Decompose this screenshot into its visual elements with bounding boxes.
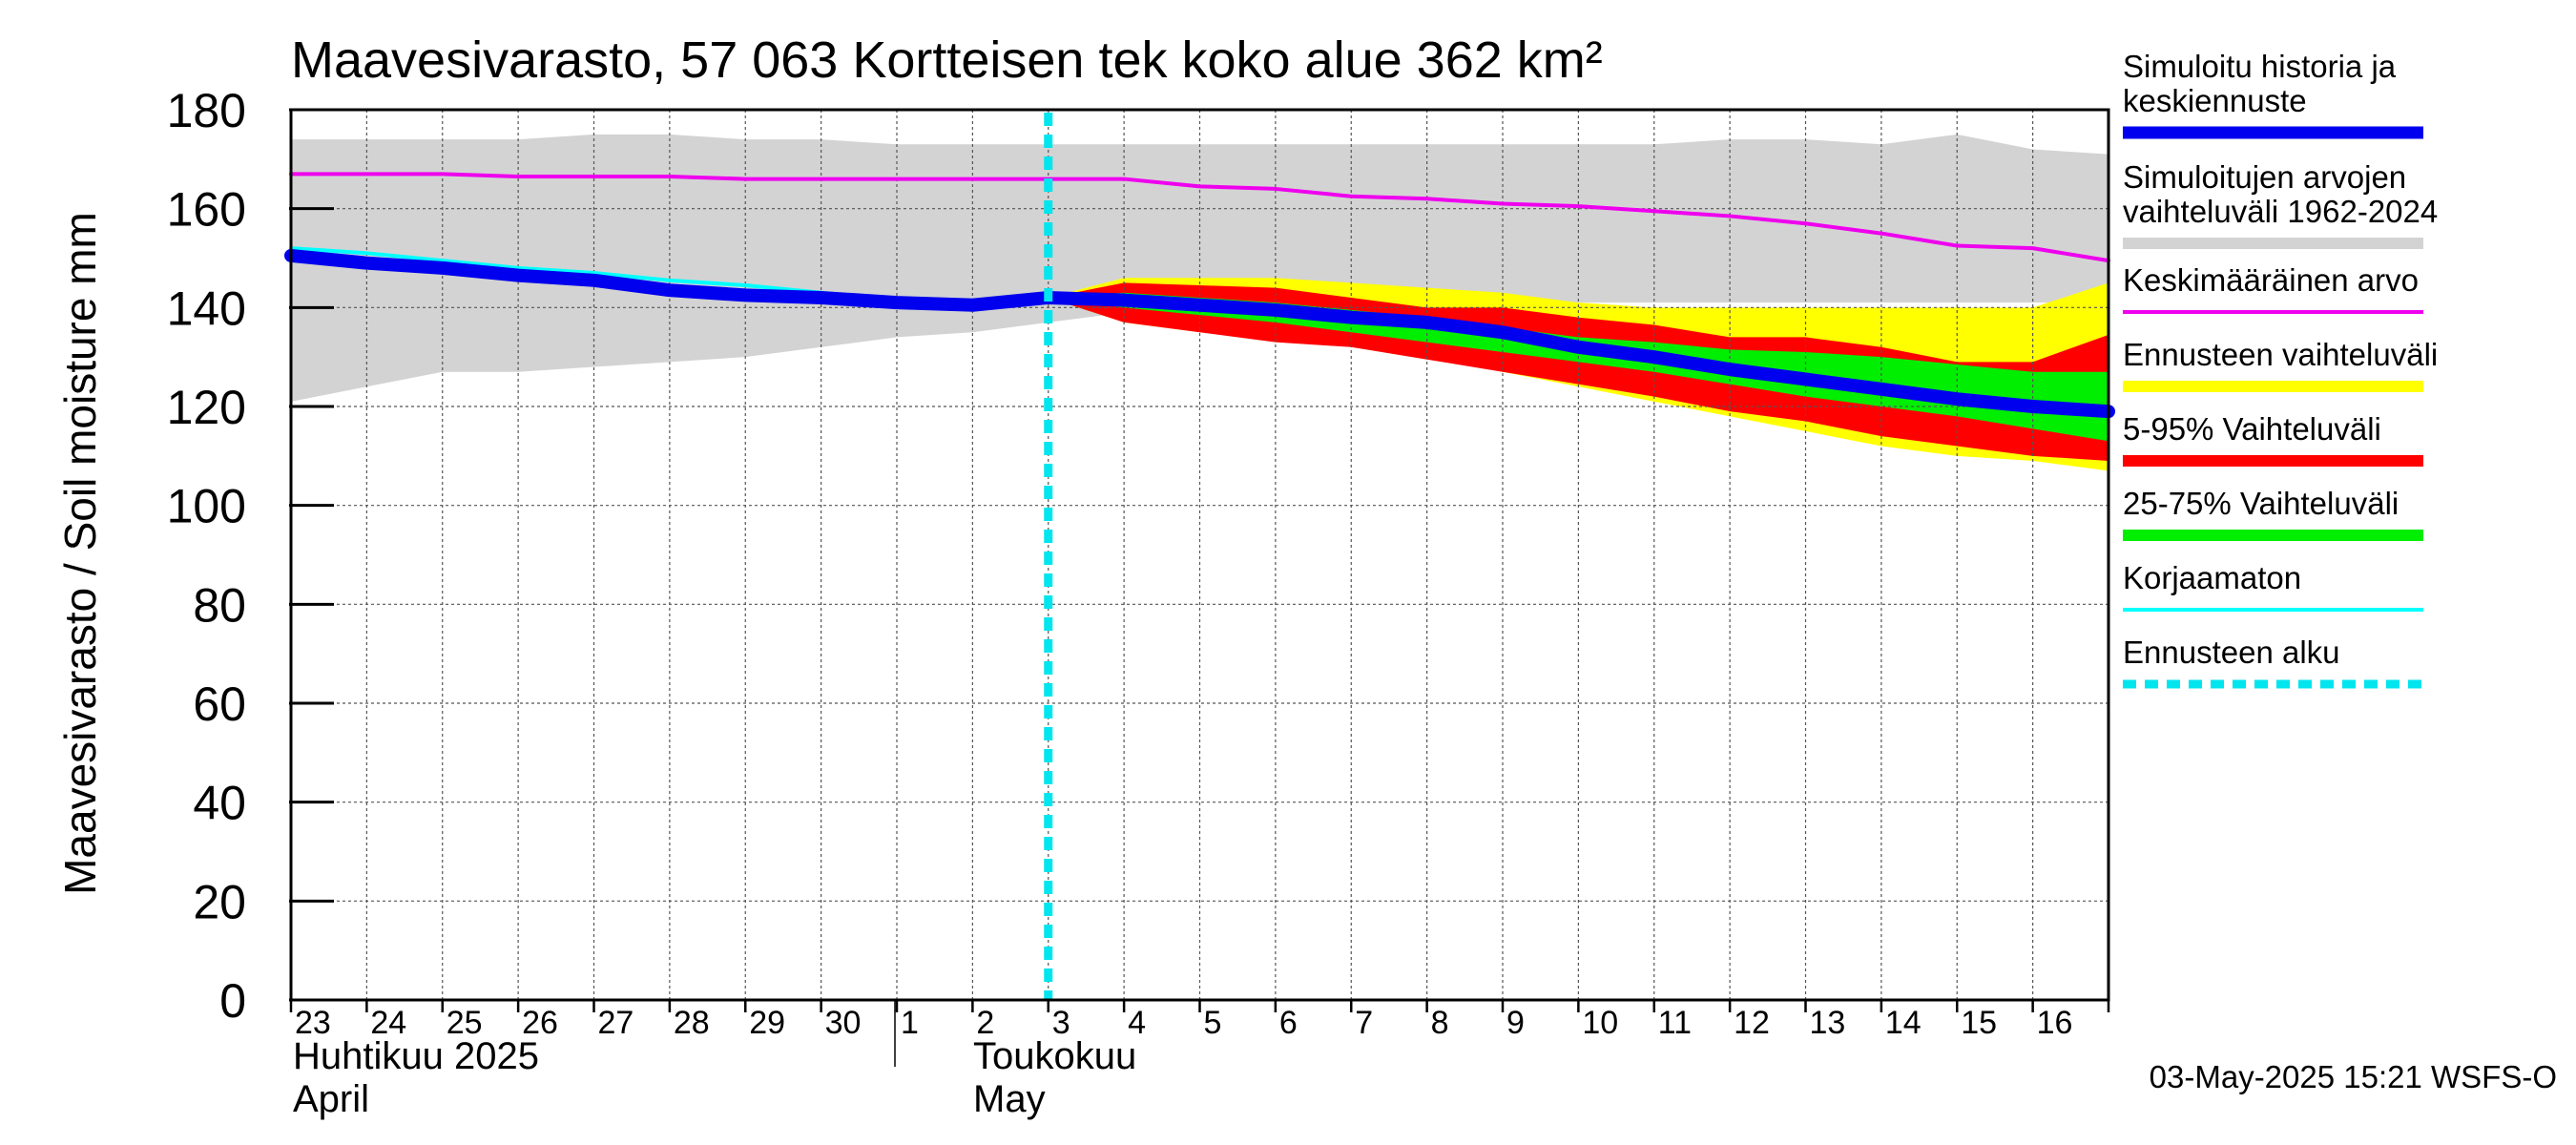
chart-title: Maavesivarasto, 57 063 Kortteisen tek ko… <box>291 31 1603 89</box>
y-tick-label: 120 <box>167 381 246 434</box>
legend-item-historical-range: Simuloitujen arvojen vaihteluväli 1962-2… <box>2123 160 2543 265</box>
legend-item-mean: Keskimääräinen arvo <box>2123 263 2543 338</box>
legend-label: 5-95% Vaihteluväli <box>2123 411 2381 447</box>
x-tick-label: 9 <box>1506 1005 1525 1041</box>
legend-item-uncorrected: Korjaamaton <box>2123 561 2543 635</box>
legend-label: Korjaamaton <box>2123 560 2302 595</box>
legend-label: Simuloitu historia ja keskiennuste <box>2123 49 2397 118</box>
timestamp-footer: 03-May-2025 15:21 WSFS-O <box>2149 1059 2557 1094</box>
x-tick-label: 13 <box>1810 1005 1846 1041</box>
month-label-april-fi: Huhtikuu 2025 <box>293 1035 539 1077</box>
legend-item-forecast-start: Ennusteen alku <box>2123 635 2543 710</box>
x-tick-label: 6 <box>1279 1005 1298 1041</box>
legend-swatch <box>2123 310 2423 314</box>
y-tick-label: 40 <box>193 777 246 830</box>
legend-swatch <box>2123 381 2423 392</box>
x-tick-label: 2 <box>976 1005 994 1041</box>
x-tick-label: 26 <box>522 1005 558 1041</box>
x-tick-label: 10 <box>1582 1005 1618 1041</box>
x-tick-label: 4 <box>1128 1005 1146 1041</box>
legend-swatch <box>2123 238 2423 249</box>
y-tick-label: 0 <box>219 974 246 1028</box>
x-tick-label: 25 <box>447 1005 483 1041</box>
x-tick-label: 23 <box>295 1005 331 1041</box>
x-tick-label: 12 <box>1734 1005 1770 1041</box>
y-tick-label: 100 <box>167 480 246 533</box>
y-tick-label: 140 <box>167 281 246 335</box>
legend-label: Ennusteen vaihteluväli <box>2123 337 2439 372</box>
legend-item-simulated: Simuloitu historia ja keskiennuste <box>2123 49 2543 139</box>
y-tick-label: 20 <box>193 875 246 928</box>
legend-swatch <box>2123 608 2423 612</box>
x-tick-label: 3 <box>1052 1005 1070 1041</box>
y-tick-label: 60 <box>193 677 246 731</box>
x-tick-label: 29 <box>749 1005 785 1041</box>
legend-swatch <box>2123 679 2423 689</box>
x-tick-label: 16 <box>2037 1005 2073 1041</box>
month-label-may-fi: Toukokuu <box>973 1035 1137 1077</box>
x-tick-label: 24 <box>370 1005 406 1041</box>
x-tick-label: 14 <box>1885 1005 1922 1041</box>
series-simulated-line <box>284 248 2115 419</box>
legend-item-p25-75: 25-75% Vaihteluväli <box>2123 487 2543 561</box>
legend-swatch <box>2123 530 2423 541</box>
legend: Simuloitu historia ja keskiennuste Simul… <box>2123 50 2543 710</box>
x-tick-label: 15 <box>1961 1005 1997 1041</box>
legend-swatch <box>2123 126 2423 139</box>
x-tick-label: 11 <box>1658 1005 1692 1041</box>
x-tick-label: 1 <box>901 1005 919 1041</box>
x-tick-label: 27 <box>598 1005 634 1041</box>
x-tick-label: 30 <box>825 1005 862 1041</box>
legend-label: Simuloitujen arvojen vaihteluväli 1962-2… <box>2123 159 2439 229</box>
y-tick-label: 160 <box>167 183 246 237</box>
x-tick-label: 7 <box>1355 1005 1373 1041</box>
x-tick-label: 28 <box>674 1005 710 1041</box>
month-label-april-en: April <box>293 1078 370 1120</box>
month-label-may-en: May <box>973 1078 1046 1120</box>
x-tick-label: 8 <box>1431 1005 1449 1041</box>
legend-item-p5-95: 5-95% Vaihteluväli <box>2123 412 2543 487</box>
legend-label: Ennusteen alku <box>2123 635 2340 670</box>
series-mean-line <box>289 172 2110 263</box>
y-axis-label: Maavesivarasto / Soil moisture mm <box>55 212 105 895</box>
legend-label: Keskimääräinen arvo <box>2123 262 2419 298</box>
legend-label: 25-75% Vaihteluväli <box>2123 486 2399 521</box>
y-tick-label: 80 <box>193 578 246 632</box>
y-tick-label: 180 <box>167 84 246 137</box>
legend-item-forecast-range: Ennusteen vaihteluväli <box>2123 338 2543 412</box>
legend-swatch <box>2123 455 2423 467</box>
x-tick-label: 5 <box>1204 1005 1222 1041</box>
